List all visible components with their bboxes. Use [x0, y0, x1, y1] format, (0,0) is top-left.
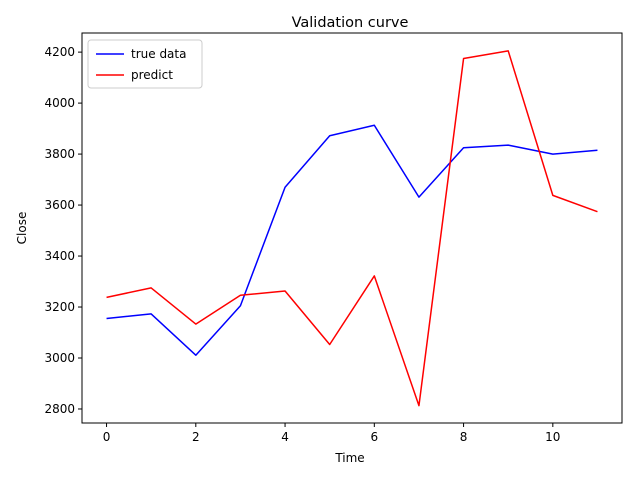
x-axis-label: Time	[334, 451, 364, 465]
plot-background	[82, 33, 622, 423]
x-tick-label: 6	[370, 430, 378, 444]
y-tick-label: 2800	[44, 402, 75, 416]
axes-layer	[81, 32, 623, 424]
legend-label-predict: predict	[131, 68, 173, 82]
legend-box	[87, 39, 203, 89]
plot-area	[82, 33, 622, 423]
x-axis-ticks: 0 2 4 6 8 10	[103, 423, 560, 444]
y-tick-label: 3400	[44, 249, 75, 263]
y-tick-label: 3600	[44, 198, 75, 212]
series-line-predict	[106, 50, 598, 407]
legend: true data predict	[87, 39, 203, 89]
chart-title: Validation curve	[292, 15, 409, 31]
y-tick-label: 3000	[44, 351, 75, 365]
y-tick-label: 4000	[44, 96, 75, 110]
y-axis-ticks: 2800 3000 3200 3400 3600 3800 4000 4200	[44, 45, 82, 416]
x-tick-label: 2	[192, 430, 200, 444]
y-tick-label: 4200	[44, 45, 75, 59]
legend-label-true-data: true data	[131, 47, 186, 61]
y-tick-label: 3800	[44, 147, 75, 161]
x-tick-label: 10	[545, 430, 560, 444]
x-tick-label: 4	[281, 430, 289, 444]
x-tick-label: 8	[460, 430, 468, 444]
series-line-true-data	[106, 124, 598, 356]
axes-frame	[81, 32, 623, 424]
y-axis-label: Close	[15, 212, 29, 245]
y-tick-label: 3200	[44, 300, 75, 314]
x-tick-label: 0	[103, 430, 111, 444]
series-layer	[106, 50, 598, 407]
